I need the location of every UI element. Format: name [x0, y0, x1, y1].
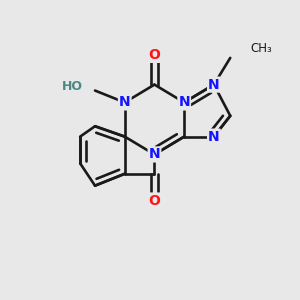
- Text: O: O: [148, 48, 160, 62]
- Text: N: N: [208, 130, 220, 144]
- Text: CH₃: CH₃: [250, 42, 272, 55]
- Text: O: O: [148, 194, 160, 208]
- Text: N: N: [208, 78, 220, 92]
- Text: HO: HO: [61, 80, 82, 93]
- Text: N: N: [148, 148, 160, 161]
- Text: N: N: [178, 95, 190, 110]
- Text: N: N: [119, 95, 130, 110]
